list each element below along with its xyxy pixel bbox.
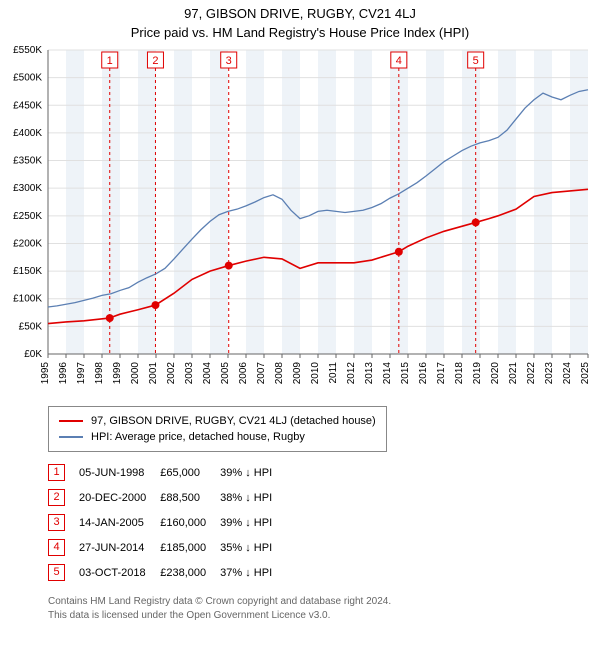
chart-subtitle: Price paid vs. HM Land Registry's House … <box>0 25 600 40</box>
svg-text:2017: 2017 <box>436 362 447 385</box>
svg-text:2007: 2007 <box>256 362 267 385</box>
footer-line-1: Contains HM Land Registry data © Crown c… <box>48 595 600 609</box>
svg-text:£100K: £100K <box>13 294 42 305</box>
svg-text:£500K: £500K <box>13 73 42 84</box>
svg-text:2024: 2024 <box>562 362 573 385</box>
svg-text:2015: 2015 <box>400 362 411 385</box>
footer-line-2: This data is licensed under the Open Gov… <box>48 609 600 623</box>
chart-titles: 97, GIBSON DRIVE, RUGBY, CV21 4LJ Price … <box>0 0 600 40</box>
svg-text:2: 2 <box>152 55 158 67</box>
svg-text:2003: 2003 <box>184 362 195 385</box>
legend-label: 97, GIBSON DRIVE, RUGBY, CV21 4LJ (detac… <box>91 415 376 427</box>
svg-text:2010: 2010 <box>310 362 321 385</box>
svg-text:£300K: £300K <box>13 183 42 194</box>
svg-text:£50K: £50K <box>19 321 43 332</box>
svg-text:2022: 2022 <box>526 362 537 385</box>
svg-text:2008: 2008 <box>274 362 285 385</box>
legend-swatch <box>59 436 83 438</box>
svg-text:2001: 2001 <box>148 362 159 385</box>
table-row: 503-OCT-2018£238,00037% ↓ HPI <box>48 560 286 585</box>
table-row: 314-JAN-2005£160,00039% ↓ HPI <box>48 510 286 535</box>
svg-text:2019: 2019 <box>472 362 483 385</box>
svg-text:2020: 2020 <box>490 362 501 385</box>
svg-text:2023: 2023 <box>544 362 555 385</box>
svg-text:2004: 2004 <box>202 362 213 385</box>
sale-marker-box: 3 <box>48 514 65 531</box>
svg-text:2011: 2011 <box>328 362 339 384</box>
svg-text:2016: 2016 <box>418 362 429 385</box>
svg-text:2012: 2012 <box>346 362 357 385</box>
svg-text:2014: 2014 <box>382 362 393 385</box>
svg-text:2006: 2006 <box>238 362 249 385</box>
svg-text:1998: 1998 <box>94 362 105 385</box>
svg-text:£150K: £150K <box>13 266 42 277</box>
svg-text:5: 5 <box>473 55 479 67</box>
svg-text:£0K: £0K <box>24 349 42 360</box>
svg-text:2021: 2021 <box>508 362 519 385</box>
table-row: 427-JUN-2014£185,00035% ↓ HPI <box>48 535 286 560</box>
price-chart: £0K £50K £100K £150K £200K £250K £300K £350K £40… <box>0 40 600 400</box>
svg-text:£250K: £250K <box>13 211 42 222</box>
legend-swatch <box>59 420 83 422</box>
svg-text:2018: 2018 <box>454 362 465 385</box>
svg-text:1997: 1997 <box>76 362 87 385</box>
svg-text:1: 1 <box>107 55 113 67</box>
sale-marker-box: 2 <box>48 489 65 506</box>
table-row: 105-JUN-1998£65,00039% ↓ HPI <box>48 460 286 485</box>
svg-text:2009: 2009 <box>292 362 303 385</box>
svg-text:£550K: £550K <box>13 45 42 56</box>
svg-text:1995: 1995 <box>40 362 51 385</box>
legend-label: HPI: Average price, detached house, Rugb… <box>91 431 305 443</box>
sale-marker-box: 1 <box>48 464 65 481</box>
table-row: 220-DEC-2000£88,50038% ↓ HPI <box>48 485 286 510</box>
svg-text:£200K: £200K <box>13 238 42 249</box>
svg-text:2005: 2005 <box>220 362 231 385</box>
svg-text:1996: 1996 <box>58 362 69 385</box>
legend-item: 97, GIBSON DRIVE, RUGBY, CV21 4LJ (detac… <box>59 413 376 429</box>
chart-title: 97, GIBSON DRIVE, RUGBY, CV21 4LJ <box>0 6 600 21</box>
svg-text:£350K: £350K <box>13 156 42 167</box>
svg-text:1999: 1999 <box>112 362 123 385</box>
sale-marker-box: 4 <box>48 539 65 556</box>
footer: Contains HM Land Registry data © Crown c… <box>48 595 600 623</box>
legend-item: HPI: Average price, detached house, Rugb… <box>59 429 376 445</box>
svg-text:£400K: £400K <box>13 128 42 139</box>
svg-text:2013: 2013 <box>364 362 375 385</box>
svg-text:3: 3 <box>226 55 232 67</box>
legend: 97, GIBSON DRIVE, RUGBY, CV21 4LJ (detac… <box>48 406 387 452</box>
svg-text:2000: 2000 <box>130 362 141 385</box>
svg-text:£450K: £450K <box>13 100 42 111</box>
sales-table: 105-JUN-1998£65,00039% ↓ HPI220-DEC-2000… <box>48 460 286 585</box>
svg-text:2002: 2002 <box>166 362 177 385</box>
sale-marker-box: 5 <box>48 564 65 581</box>
svg-text:2025: 2025 <box>580 362 591 385</box>
svg-text:4: 4 <box>396 55 402 67</box>
